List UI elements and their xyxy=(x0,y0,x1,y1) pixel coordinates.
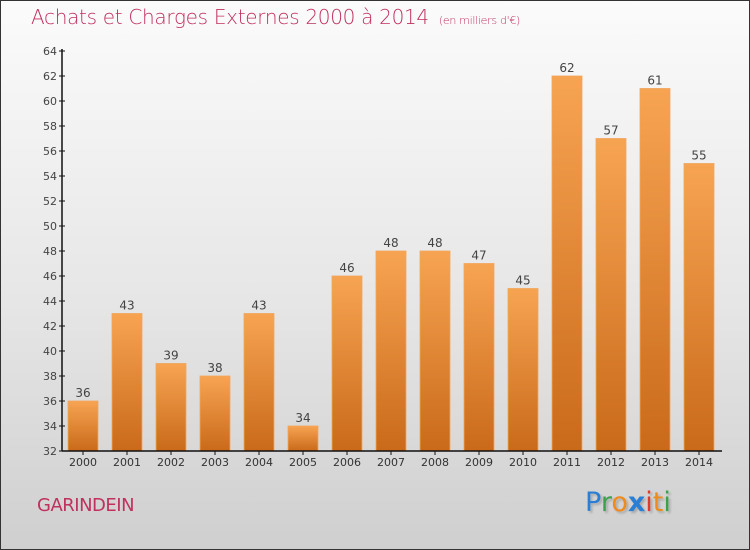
x-tick-label-2007: 2007 xyxy=(377,456,405,469)
x-tick-label-2006: 2006 xyxy=(333,456,361,469)
chart-title: Achats et Charges Externes 2000 à 2014 (e… xyxy=(31,5,520,29)
y-tick-label-42: 42 xyxy=(43,320,57,333)
title-text: Achats et Charges Externes 2000 à 2014 xyxy=(31,5,429,29)
y-tick-label-60: 60 xyxy=(43,95,57,108)
y-tick-label-36: 36 xyxy=(43,395,57,408)
logo-letter: i xyxy=(645,487,653,518)
logo-letter: P xyxy=(585,487,601,518)
data-label-2013: 61 xyxy=(647,74,662,88)
y-tick-label-58: 58 xyxy=(43,120,57,133)
data-label-2010: 45 xyxy=(515,274,530,288)
y-tick-label-50: 50 xyxy=(43,220,57,233)
proxiti-logo: Proxiti xyxy=(585,487,671,518)
data-label-2004: 43 xyxy=(251,299,266,313)
logo-letter: i xyxy=(663,487,671,518)
bar-2010 xyxy=(507,288,539,452)
title-unit: (en milliers d'€) xyxy=(438,14,521,27)
bar-2005 xyxy=(287,425,319,452)
y-tick-label-32: 32 xyxy=(43,445,57,458)
bar-2008 xyxy=(419,250,451,452)
logo-letter: r xyxy=(600,487,612,518)
y-tick-label-48: 48 xyxy=(43,245,57,258)
data-label-2012: 57 xyxy=(603,124,618,138)
y-tick-label-46: 46 xyxy=(43,270,57,283)
x-tick-label-2011: 2011 xyxy=(553,456,581,469)
y-tick-label-44: 44 xyxy=(43,295,57,308)
logo-letter: o xyxy=(611,487,628,518)
y-tick-label-62: 62 xyxy=(43,70,57,83)
y-tick-label-40: 40 xyxy=(43,345,57,358)
data-label-2001: 43 xyxy=(119,299,134,313)
y-tick-label-34: 34 xyxy=(43,420,57,433)
bar-2012 xyxy=(595,138,627,452)
data-label-2005: 34 xyxy=(295,411,310,425)
y-tick-label-38: 38 xyxy=(43,370,57,383)
x-tick-label-2012: 2012 xyxy=(597,456,625,469)
x-tick-label-2009: 2009 xyxy=(465,456,493,469)
bar-2007 xyxy=(375,250,407,452)
bar-2011 xyxy=(551,75,583,452)
bar-2000 xyxy=(67,400,99,452)
y-tick-label-52: 52 xyxy=(43,195,57,208)
x-tick-label-2002: 2002 xyxy=(157,456,185,469)
x-tick-label-2005: 2005 xyxy=(289,456,317,469)
bar-2002 xyxy=(155,363,187,452)
bar-2014 xyxy=(683,163,715,452)
bar-2004 xyxy=(243,313,275,452)
x-tick-label-2000: 2000 xyxy=(69,456,97,469)
x-tick-label-2004: 2004 xyxy=(245,456,273,469)
data-label-2009: 47 xyxy=(471,249,486,263)
x-tick-label-2013: 2013 xyxy=(641,456,669,469)
logo-letter: x xyxy=(627,487,646,518)
x-tick-label-2003: 2003 xyxy=(201,456,229,469)
bar-2009 xyxy=(463,263,495,452)
logo-letter: t xyxy=(652,487,664,518)
commune-name: GARINDEIN xyxy=(37,495,135,516)
x-tick-label-2001: 2001 xyxy=(113,456,141,469)
x-tick-label-2008: 2008 xyxy=(421,456,449,469)
data-label-2011: 62 xyxy=(559,61,574,75)
data-label-2003: 38 xyxy=(207,361,222,375)
bar-2001 xyxy=(111,313,143,452)
bar-2003 xyxy=(199,375,231,452)
x-tick-label-2010: 2010 xyxy=(509,456,537,469)
bar-2006 xyxy=(331,275,363,452)
data-label-2008: 48 xyxy=(427,236,442,250)
data-label-2007: 48 xyxy=(383,236,398,250)
data-label-2014: 55 xyxy=(691,149,706,163)
data-label-2002: 39 xyxy=(163,349,178,363)
data-label-2000: 36 xyxy=(75,386,90,400)
bar-2013 xyxy=(639,88,671,452)
y-tick-label-54: 54 xyxy=(43,170,57,183)
x-tick-label-2014: 2014 xyxy=(685,456,713,469)
data-label-2006: 46 xyxy=(339,261,354,275)
y-tick-label-56: 56 xyxy=(43,145,57,158)
y-tick-label-64: 64 xyxy=(43,45,57,58)
